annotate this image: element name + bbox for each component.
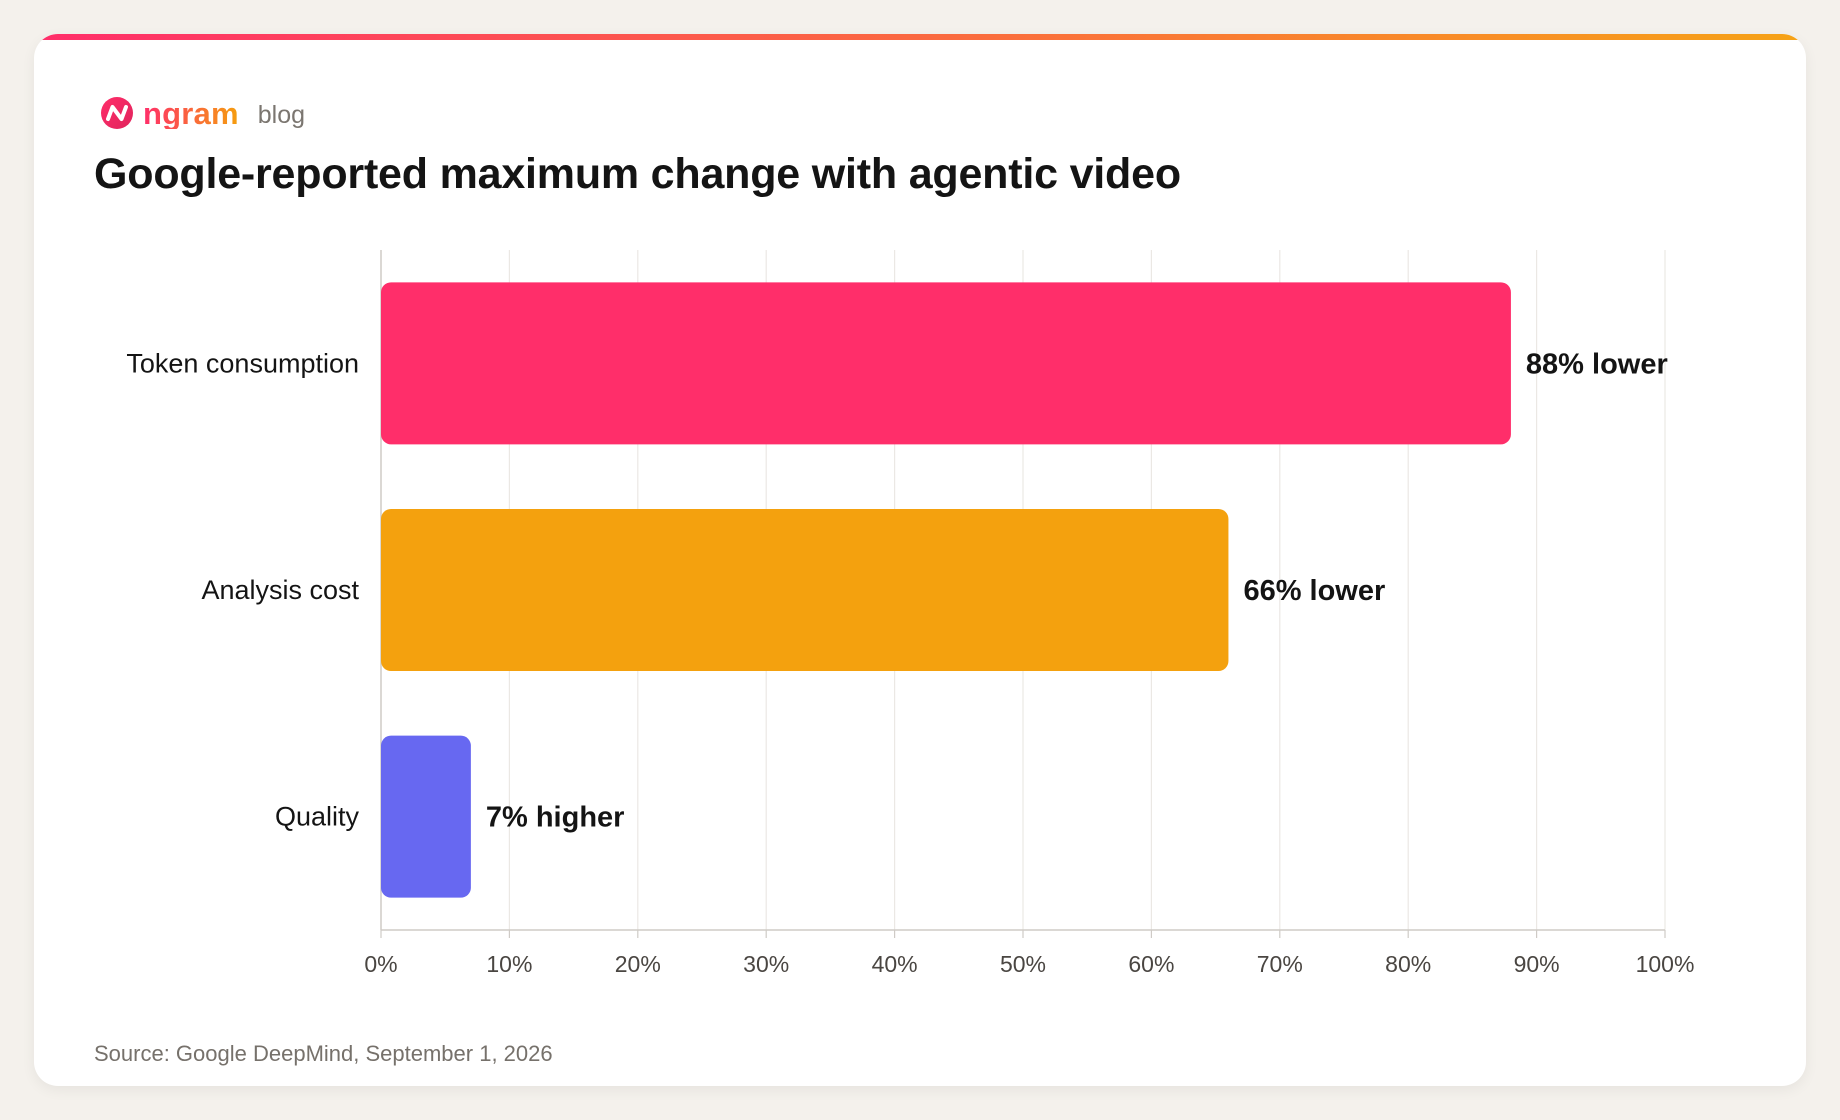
x-tick-label: 20%: [615, 951, 661, 977]
ngram-logo-icon: [101, 97, 133, 129]
value-label: 7% higher: [486, 802, 625, 834]
x-tick-label: 40%: [872, 951, 918, 977]
category-label: Quality: [275, 802, 360, 832]
x-tick-label: 10%: [486, 951, 532, 977]
chart-title: Google-reported maximum change with agen…: [94, 150, 1181, 198]
source-note: Source: Google DeepMind, September 1, 20…: [94, 1041, 553, 1066]
bar-analysis-cost: [381, 509, 1229, 671]
x-tick-label: 30%: [743, 951, 789, 977]
x-tick-label: 70%: [1257, 951, 1303, 977]
x-tick-label: 80%: [1385, 951, 1431, 977]
x-tick-label: 0%: [364, 951, 397, 977]
accent-stripe: [34, 34, 1806, 40]
brand-header: ngram blog: [100, 88, 305, 138]
bar-quality: [381, 735, 471, 898]
brand-section: blog: [257, 100, 306, 129]
label-layer: Token consumption 88% lower Analysis cost 6…: [126, 348, 1667, 833]
x-tick-label: 60%: [1128, 951, 1174, 977]
value-label: 66% lower: [1243, 575, 1385, 607]
bar-layer: [381, 282, 1511, 898]
category-label: Token consumption: [126, 348, 359, 378]
bar-token-consumption: [381, 282, 1511, 445]
brand-name: ngram: [143, 95, 239, 131]
tick-layer: 0% 10% 20% 30% 40% 50% 60% 70% 80% 90% 100%: [364, 929, 1695, 977]
value-label: 88% lower: [1526, 348, 1668, 380]
x-tick-label: 100%: [1636, 951, 1695, 977]
x-tick-label: 50%: [1000, 951, 1046, 977]
bar-chart: Token consumption 88% lower Analysis cost 6…: [126, 250, 1695, 977]
x-tick-label: 90%: [1514, 951, 1560, 977]
category-label: Analysis cost: [201, 575, 359, 605]
chart-card: ngram blog Google-reported maximum chang…: [34, 34, 1806, 1086]
